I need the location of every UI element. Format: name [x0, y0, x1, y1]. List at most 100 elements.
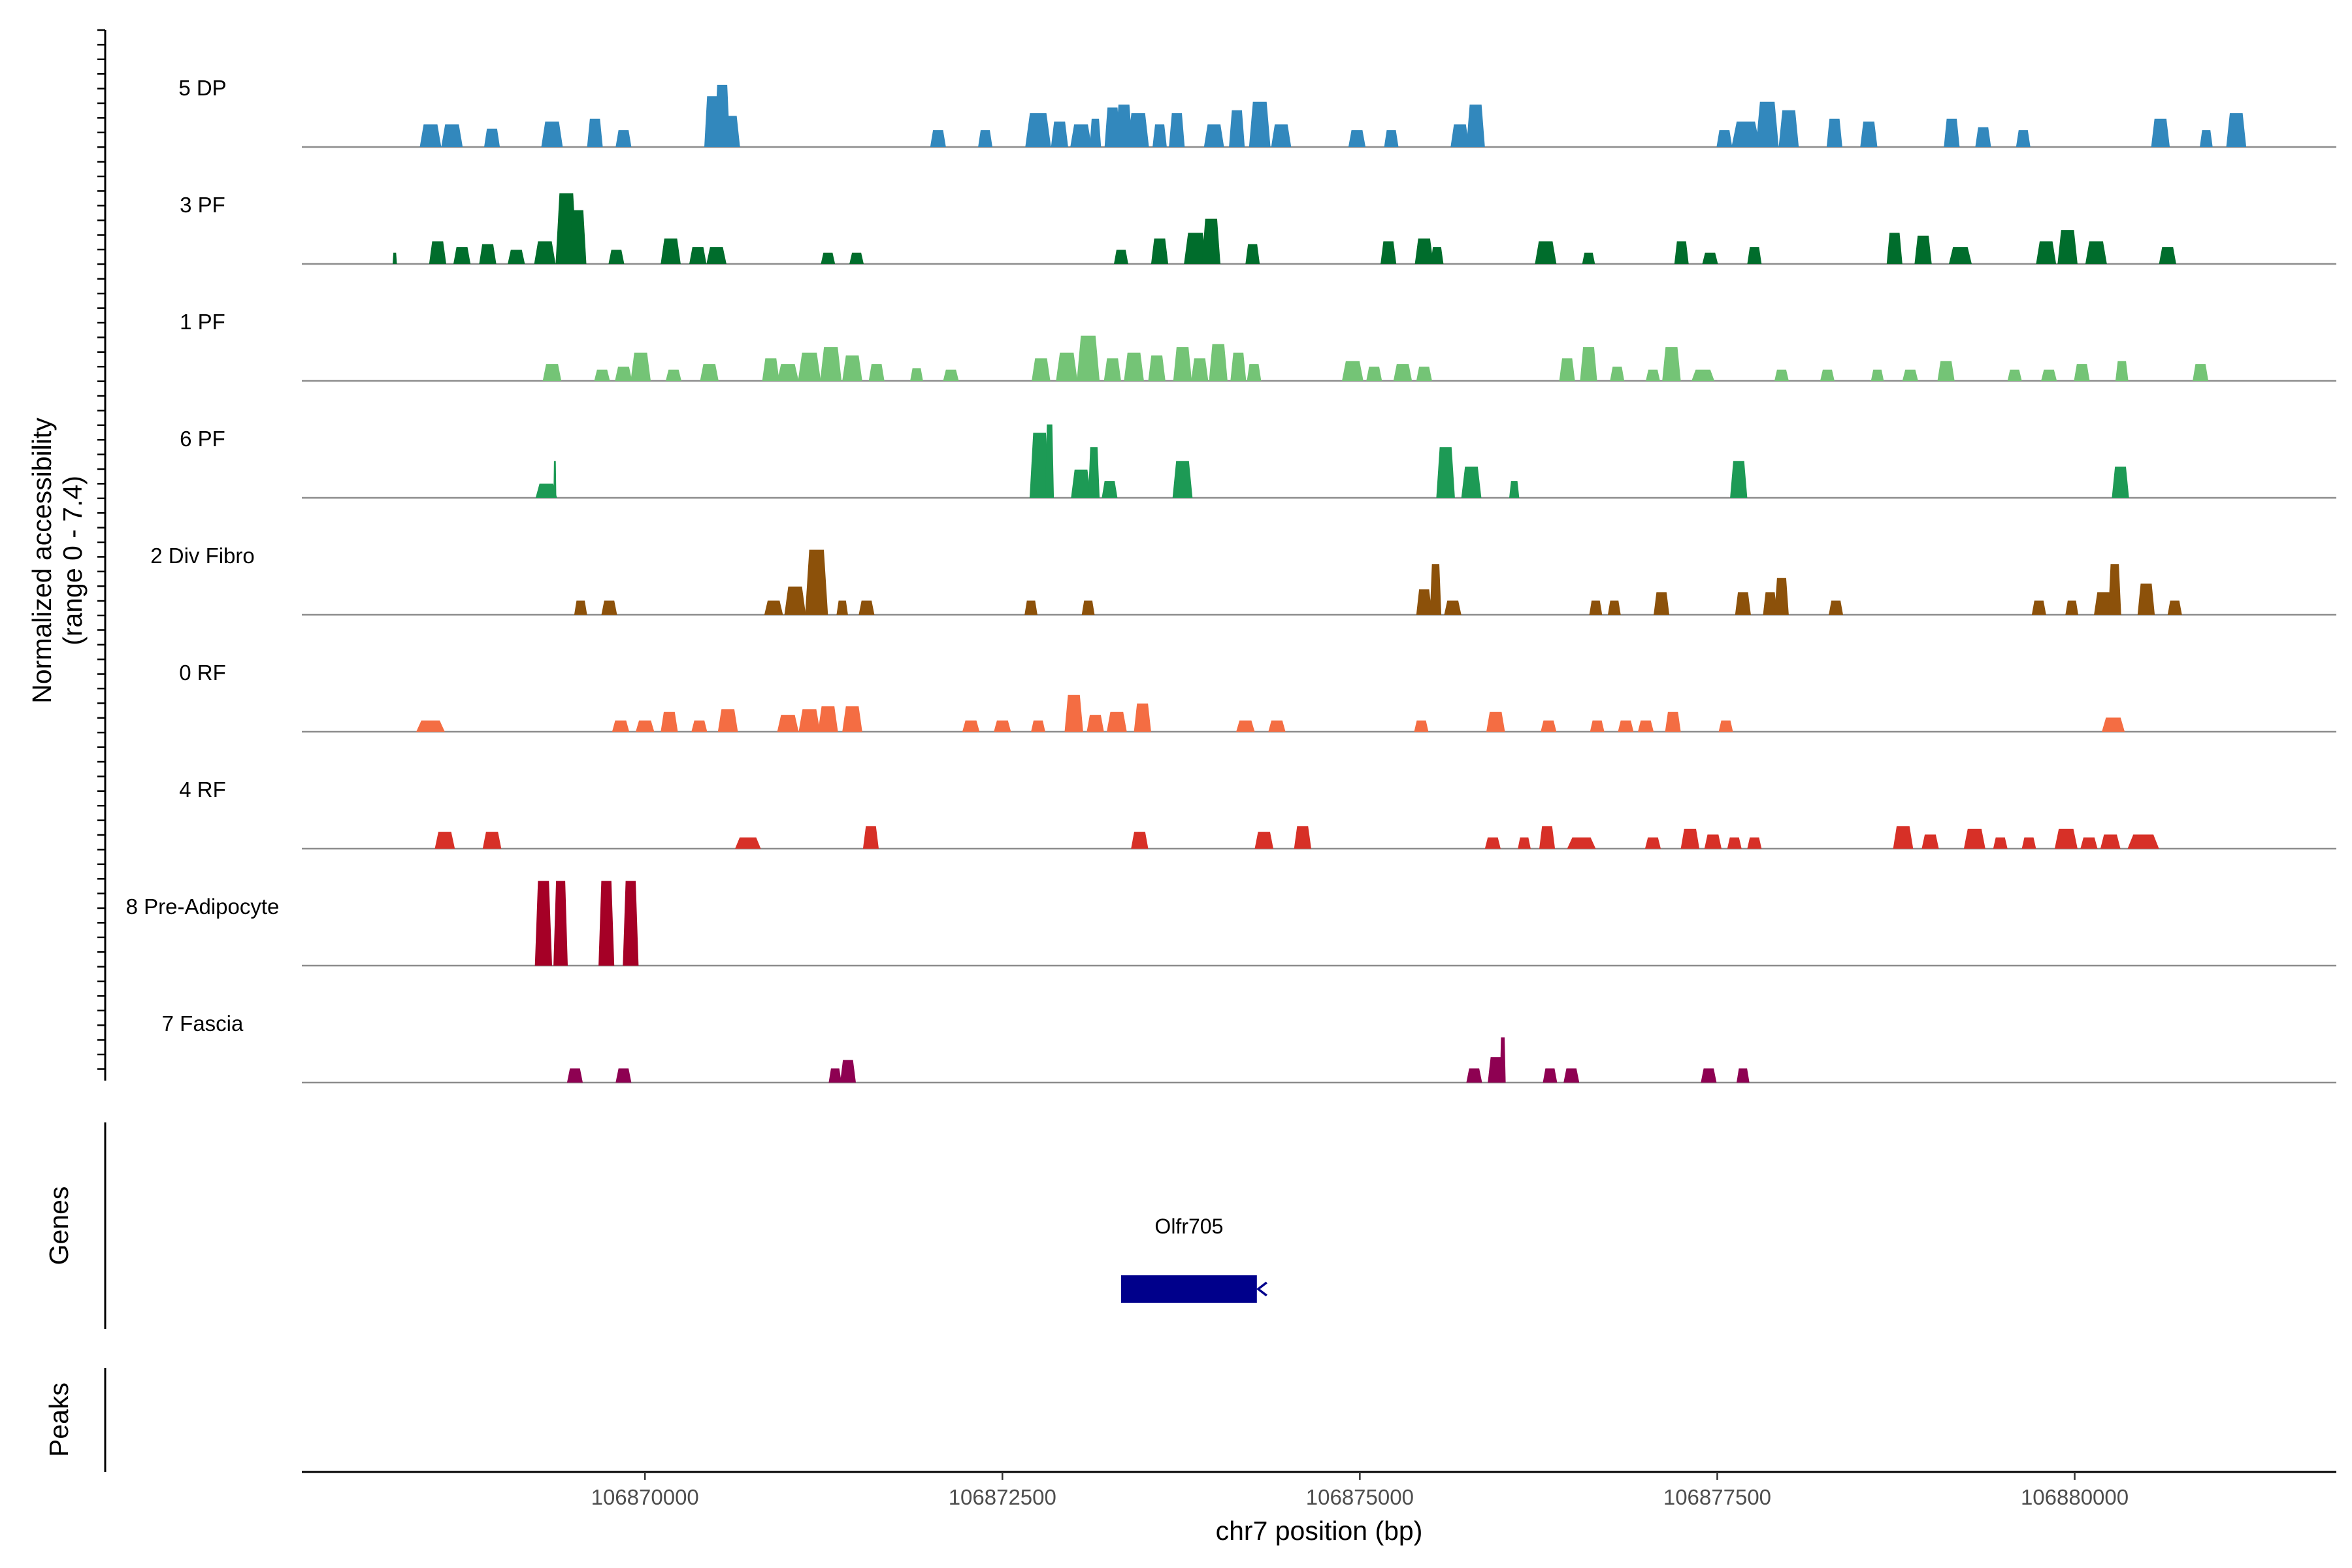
- coverage-peak: [1829, 600, 1843, 615]
- coverage-peak: [777, 364, 799, 381]
- gene-strand-arrow-icon: [1256, 1281, 1267, 1297]
- coverage-peak: [978, 130, 992, 147]
- coverage-peak: [1416, 589, 1432, 615]
- coverage-peak: [1654, 592, 1670, 615]
- coverage-peak: [1563, 1068, 1580, 1083]
- coverage-peak: [868, 364, 885, 381]
- coverage-peak: [1254, 832, 1273, 849]
- coverage-peak: [419, 124, 442, 147]
- coverage-peak: [2041, 369, 2057, 381]
- coverage-peak: [2007, 369, 2022, 381]
- coverage-peak: [1691, 369, 1715, 381]
- coverage-peak: [1107, 711, 1127, 732]
- coverage-peak: [1124, 352, 1144, 381]
- coverage-peak: [1747, 837, 1762, 849]
- x-axis-title: chr7 position (bp): [1216, 1516, 1423, 1546]
- coverage-peak: [1662, 347, 1681, 381]
- coverage-peak: [1914, 235, 1932, 264]
- coverage-peak: [1045, 424, 1054, 498]
- track-6: 0 RF: [179, 661, 2336, 733]
- coverage-peak: [479, 244, 497, 264]
- coverage-peak: [1203, 124, 1224, 147]
- coverage-peak: [1580, 347, 1597, 381]
- coverage-peak: [1644, 837, 1661, 849]
- coverage-peak: [1056, 352, 1078, 381]
- coverage-peak: [612, 720, 630, 732]
- track-5: 2 Div Fibro: [150, 544, 2336, 616]
- coverage-peak: [1582, 252, 1595, 264]
- coverage-peak: [1735, 592, 1751, 615]
- coverage-peak: [721, 116, 740, 147]
- coverage-peak: [821, 252, 836, 264]
- coverage-peak: [1541, 720, 1557, 732]
- coverage-peak: [1294, 826, 1311, 849]
- coverage-peak: [2159, 247, 2176, 264]
- coverage-peak: [849, 252, 864, 264]
- coverage-peak: [1430, 247, 1444, 264]
- coverage-peak: [1590, 720, 1605, 732]
- track-7: 4 RF: [179, 777, 2336, 850]
- coverage-peak: [1414, 238, 1434, 264]
- coverage-peak: [828, 1068, 842, 1083]
- coverage-peak: [820, 347, 842, 381]
- coverage-peak: [1774, 578, 1789, 615]
- coverage-peak: [1151, 238, 1169, 264]
- track-label: 4 RF: [179, 777, 226, 802]
- coverage-peak: [1718, 720, 1733, 732]
- coverage-peak: [1921, 834, 1939, 849]
- coverage-peak: [798, 709, 821, 732]
- coverage-peak: [1763, 592, 1778, 615]
- genes-panel-label: Genes: [44, 1186, 74, 1266]
- coverage-peak: [553, 881, 568, 966]
- coverage-peak: [1638, 720, 1654, 732]
- coverage-peak: [818, 706, 838, 732]
- coverage-peak: [1774, 369, 1789, 381]
- coverage-peak: [762, 358, 779, 381]
- coverage-peak: [842, 706, 862, 732]
- coverage-peak: [784, 586, 806, 615]
- coverage-peak: [1826, 118, 1842, 147]
- x-tick-label: 106870000: [591, 1485, 699, 1509]
- coverage-peak: [1778, 110, 1799, 147]
- track-label: 5 DP: [178, 76, 226, 100]
- gene-body-olfr705: [1120, 1275, 1257, 1303]
- coverage-peak: [1102, 481, 1118, 498]
- coverage-peak: [2167, 600, 2182, 615]
- coverage-tracks: 5 DP 3 PF 1 PF 6 PF 2 Div Fibro 0 RF 4 RF 8 Pre…: [126, 76, 2336, 1084]
- coverage-peak: [534, 881, 552, 966]
- coverage-peak: [434, 832, 455, 849]
- coverage-peak: [1089, 118, 1102, 147]
- coverage-peak: [1589, 600, 1603, 615]
- coverage-peak: [1152, 124, 1167, 147]
- track-1: 5 DP: [178, 76, 2336, 148]
- coverage-peak: [1236, 720, 1255, 732]
- coverage-peak: [1029, 433, 1050, 498]
- coverage-peak: [1860, 122, 1878, 147]
- coverage-peak: [1245, 244, 1260, 264]
- x-tick-label: 106880000: [2021, 1485, 2129, 1509]
- coverage-peak: [836, 600, 848, 615]
- coverage-peak: [1173, 347, 1192, 381]
- coverage-peak: [594, 369, 610, 381]
- coverage-peak: [615, 367, 632, 381]
- coverage-peak: [1886, 233, 1903, 264]
- coverage-peak: [777, 715, 799, 732]
- coverage-peak: [1131, 832, 1149, 849]
- coverage-peak: [1271, 124, 1292, 147]
- coverage-peak: [1169, 113, 1185, 147]
- x-tick-label: 106872500: [949, 1485, 1056, 1509]
- coverage-peak: [598, 881, 615, 966]
- y-axis-title-line1: Normalized accessibility: [27, 417, 57, 704]
- coverage-peak: [1993, 837, 2008, 849]
- track-label: 6 PF: [180, 427, 225, 451]
- coverage-peak: [910, 368, 923, 381]
- coverage-peak: [1902, 369, 1918, 381]
- coverage-peak: [1450, 124, 1469, 147]
- accessibility-axis-ticks: [97, 29, 105, 1070]
- coverage-peak: [2054, 828, 2078, 849]
- coverage-peak: [636, 720, 655, 732]
- coverage-peak: [2115, 361, 2129, 381]
- coverage-peak: [1077, 335, 1100, 381]
- coverage-peak: [1184, 233, 1207, 264]
- coverage-peak: [858, 600, 875, 615]
